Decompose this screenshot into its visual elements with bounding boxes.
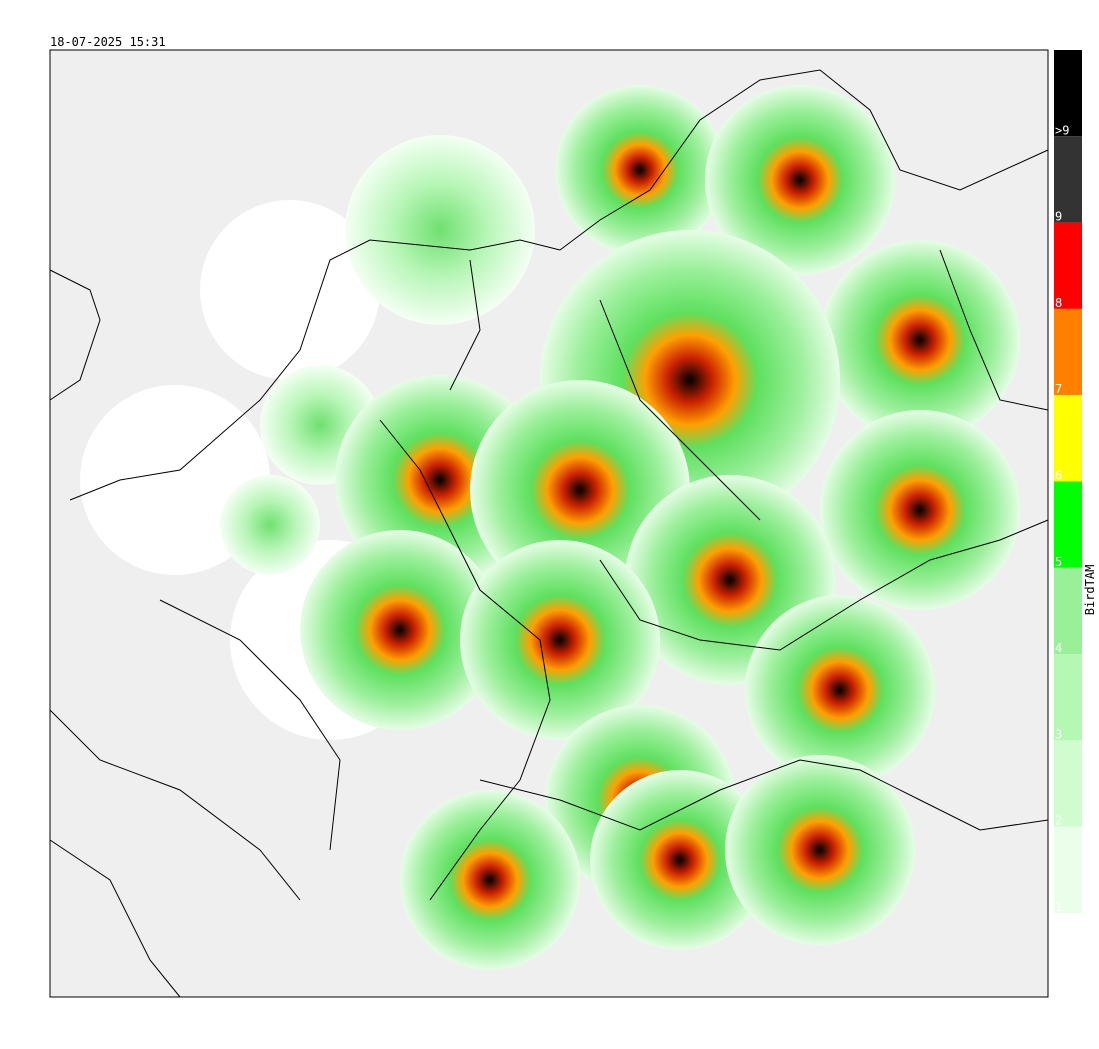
legend-swatch bbox=[1054, 654, 1082, 741]
legend-swatch bbox=[1054, 50, 1082, 137]
legend: >9 9 8 7 6 5 4 3 2 1 bbox=[1054, 50, 1082, 914]
legend-swatch bbox=[1054, 826, 1082, 913]
legend-label: 3 bbox=[1055, 727, 1062, 741]
legend-label: 1 bbox=[1055, 900, 1062, 914]
legend-label: 6 bbox=[1055, 469, 1062, 483]
borders bbox=[49, 69, 1049, 998]
legend-label: 2 bbox=[1055, 814, 1062, 828]
legend-label: 7 bbox=[1055, 382, 1062, 396]
radar-coverage bbox=[80, 85, 1020, 970]
legend-swatch bbox=[1054, 395, 1082, 482]
legend-swatch bbox=[1054, 567, 1082, 655]
legend-label: 5 bbox=[1055, 555, 1062, 569]
legend-label: 4 bbox=[1055, 641, 1062, 655]
legend-label: 9 bbox=[1055, 210, 1062, 224]
legend-label: 8 bbox=[1055, 296, 1062, 310]
legend-swatch bbox=[1054, 740, 1082, 827]
legend-title: BirdTAM bbox=[1083, 565, 1097, 616]
legend-label: >9 bbox=[1055, 123, 1069, 137]
timestamp: 18-07-2025 15:31 bbox=[50, 35, 166, 49]
legend-swatch bbox=[1054, 136, 1082, 223]
legend-swatch bbox=[1054, 222, 1082, 309]
legend-swatch bbox=[1054, 481, 1082, 568]
legend-swatch bbox=[1054, 308, 1082, 396]
